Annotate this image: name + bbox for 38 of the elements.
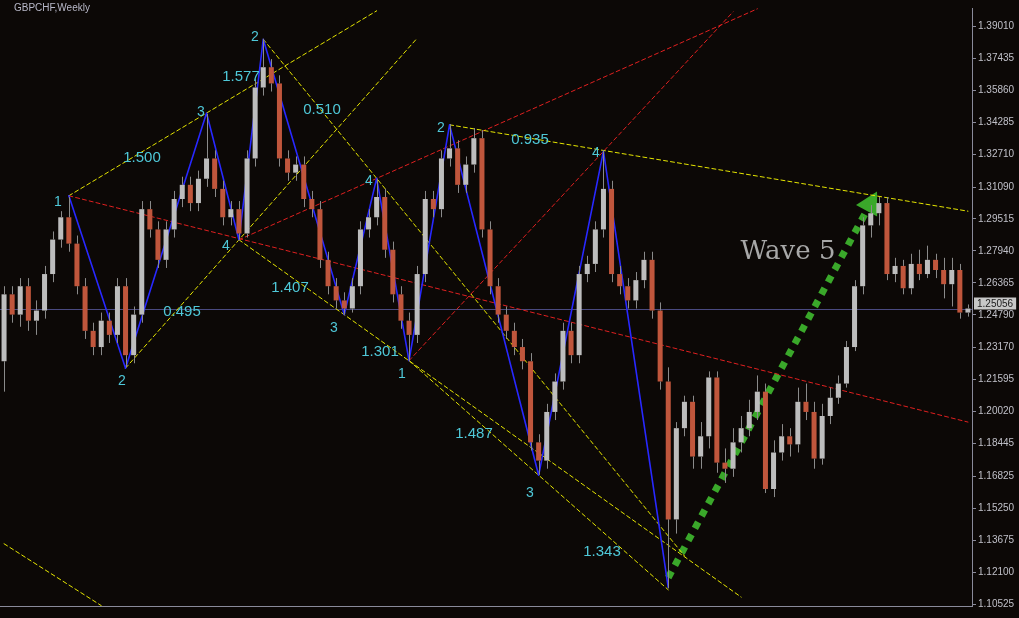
y-tick-label: 1.18445 [978, 437, 1015, 449]
annotation: 4 [222, 236, 231, 253]
annotation: 1 [54, 192, 63, 209]
y-tick-label: 1.31090 [978, 180, 1015, 192]
y-tick-label: 1.29515 [978, 212, 1015, 224]
annotation: 3 [197, 102, 206, 119]
annotation: 0.510 [303, 100, 341, 118]
annotation: 1 [398, 364, 407, 381]
annotation: 1.500 [123, 148, 161, 166]
annotation: 4 [365, 171, 374, 188]
y-tick-label: 1.15250 [978, 502, 1015, 514]
y-tick-label: 1.10525 [978, 597, 1015, 609]
chart-title: GBPCHF,Weekly [14, 1, 90, 13]
y-tick-label: 1.32710 [978, 147, 1015, 159]
y-tick-label: 1.23170 [978, 341, 1015, 353]
y-tick-label: 1.26365 [978, 276, 1015, 288]
y-tick-label: 1.37435 [978, 52, 1015, 64]
y-tick-label: 1.21595 [978, 373, 1015, 385]
annotation: 2 [118, 371, 127, 388]
y-tick-label: 1.34285 [978, 116, 1015, 128]
y-tick-label: 1.20020 [978, 405, 1015, 417]
annotation: 2 [251, 27, 260, 44]
annotation: 3 [526, 483, 535, 500]
annotation: 2 [437, 118, 446, 135]
annotation: 1.343 [583, 542, 621, 560]
y-tick-label: 1.12100 [978, 565, 1015, 577]
annotation: Wave 5 [740, 234, 836, 265]
y-tick-label: 1.27940 [978, 244, 1015, 256]
y-tick-label: 1.24790 [978, 308, 1015, 320]
y-tick-label: 1.13675 [978, 533, 1015, 545]
annotation: 3 [330, 318, 339, 335]
y-tick-label: 1.35860 [978, 84, 1015, 96]
y-tick-label: 1.39010 [978, 20, 1015, 32]
annotation: 1.407 [271, 278, 309, 296]
annotation: 1.487 [455, 424, 493, 442]
ref-line-label: 1.25056 [977, 297, 1014, 309]
annotation: 1.301 [361, 342, 399, 360]
y-tick-label: 1.16825 [978, 470, 1015, 482]
